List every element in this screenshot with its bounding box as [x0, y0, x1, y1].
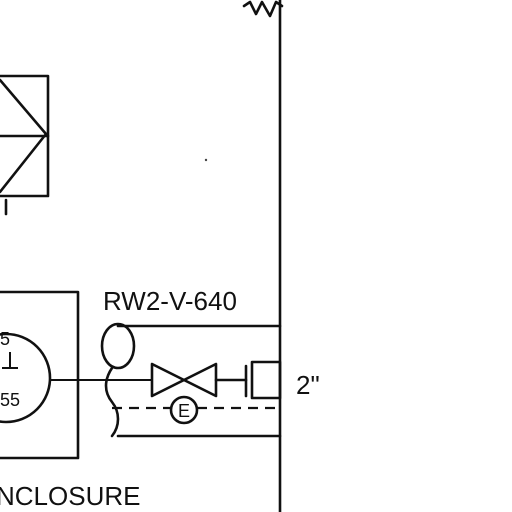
- valve-tag-label: RW2-V-640: [103, 286, 237, 316]
- scan-speck: [204, 158, 208, 162]
- instrument-bubble: 5 55: [0, 329, 52, 424]
- damper-symbol: [0, 74, 50, 216]
- gate-valve-symbol: [150, 362, 248, 398]
- actuator-symbol: E: [169, 395, 199, 425]
- line-size-label: 2": [296, 370, 320, 400]
- enclosure-label: NCLOSURE: [0, 481, 140, 511]
- pipe-break-mark: [242, 0, 284, 18]
- actuator-letter: E: [178, 401, 190, 421]
- instrument-tag-top: 5: [0, 329, 10, 349]
- instrument-tag-bottom: 55: [0, 390, 20, 410]
- enclosure-box: [0, 290, 80, 460]
- flange-connection: [244, 360, 282, 400]
- pipe-envelope: [100, 322, 282, 438]
